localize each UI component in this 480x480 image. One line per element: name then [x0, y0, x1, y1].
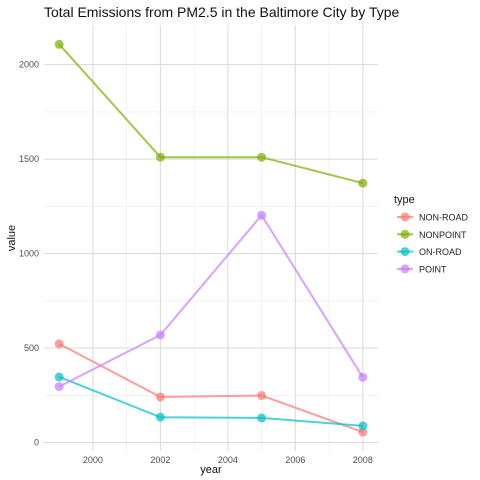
- y-tick-label: 1500: [19, 154, 39, 164]
- x-tick-label: 2008: [353, 455, 373, 465]
- x-tick-label: 2006: [285, 455, 305, 465]
- data-point-non-road: [358, 427, 368, 437]
- legend-items: NON-ROAD NONPOINT ON-ROAD POINT: [397, 212, 468, 274]
- legend-label: NONPOINT: [419, 230, 467, 240]
- data-point-non-road: [54, 339, 64, 349]
- legend-label: POINT: [419, 264, 447, 274]
- data-point-point: [257, 210, 267, 220]
- data-point-nonpoint: [54, 39, 64, 49]
- data-point-point: [54, 382, 64, 392]
- x-tick-label: 2002: [150, 455, 170, 465]
- data-point-on-road: [155, 412, 165, 422]
- y-axis-title: value: [6, 225, 18, 251]
- y-tick-label: 2000: [19, 60, 39, 70]
- series-lines: [58, 43, 364, 434]
- chart-title: Total Emissions from PM2.5 in the Baltim…: [44, 4, 400, 20]
- legend-label: ON-ROAD: [419, 247, 462, 257]
- legend-key-point: [400, 229, 410, 239]
- data-point-nonpoint: [155, 152, 165, 162]
- legend-item-nonpoint: NONPOINT: [397, 229, 467, 240]
- data-point-non-road: [155, 392, 165, 402]
- legend-item-on-road: ON-ROAD: [397, 247, 462, 257]
- legend: type NON-ROAD NONPOINT ON-ROAD POINT: [394, 194, 468, 274]
- legend-label: NON-ROAD: [419, 213, 468, 223]
- data-point-non-road: [257, 390, 267, 400]
- series-line-nonpoint: [58, 43, 364, 185]
- legend-item-point: POINT: [397, 264, 447, 274]
- y-axis-ticks: 0 500 1000 1500 2000: [19, 60, 39, 448]
- data-point-on-road: [54, 372, 64, 382]
- y-tick-label: 1000: [19, 249, 39, 259]
- x-axis-title: year: [200, 464, 222, 476]
- legend-key-point: [400, 264, 410, 274]
- data-point-nonpoint: [257, 152, 267, 162]
- legend-item-non-road: NON-ROAD: [397, 212, 468, 223]
- data-point-nonpoint: [358, 178, 368, 188]
- data-point-point: [155, 330, 165, 340]
- legend-title: type: [394, 194, 415, 206]
- x-tick-label: 2004: [218, 455, 238, 465]
- series-line-on-road: [58, 375, 363, 427]
- legend-key-point: [400, 247, 410, 257]
- series-line-non-road: [58, 343, 364, 434]
- legend-key-point: [400, 212, 410, 222]
- y-tick-label: 0: [34, 437, 39, 447]
- series-line-point: [58, 213, 364, 388]
- series-points: [54, 39, 368, 437]
- data-point-point: [358, 372, 368, 382]
- y-tick-label: 500: [24, 343, 39, 353]
- data-point-on-road: [257, 413, 267, 423]
- x-tick-label: 2000: [83, 455, 103, 465]
- plot-panel: [44, 25, 378, 451]
- data-point-on-road: [358, 421, 368, 431]
- x-axis-ticks: 2000 2002 2004 2006 2008: [83, 455, 373, 465]
